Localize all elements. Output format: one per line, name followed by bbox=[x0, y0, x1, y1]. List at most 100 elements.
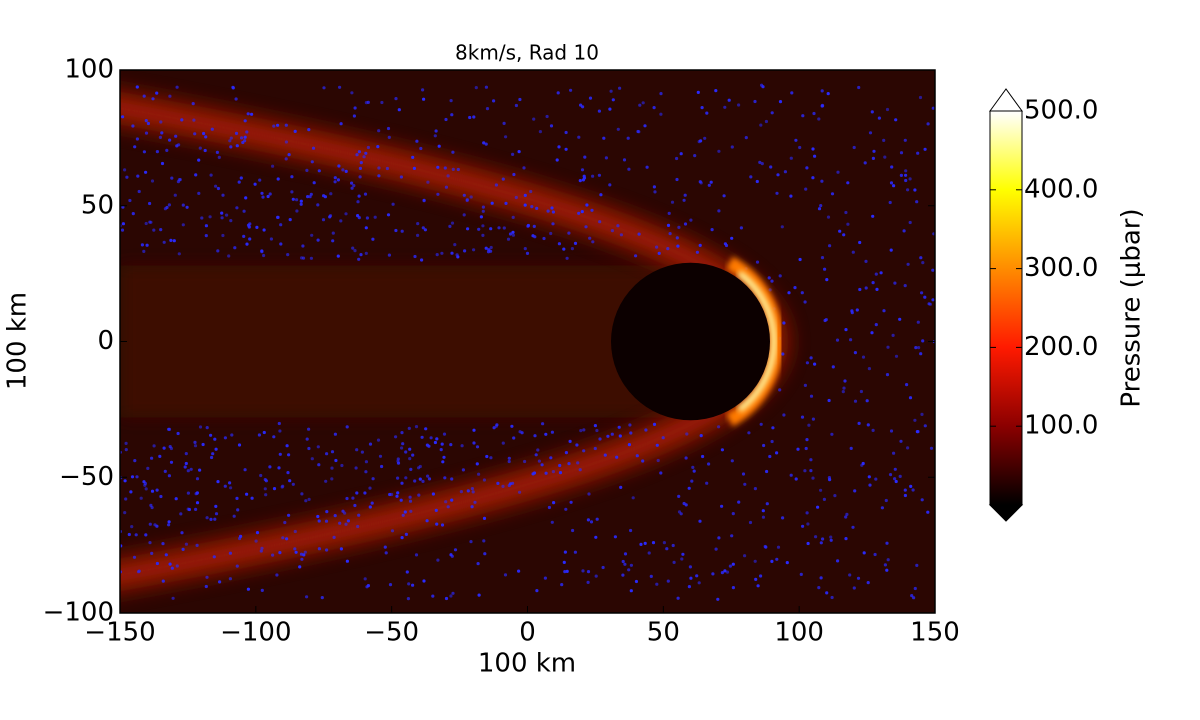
particle bbox=[268, 465, 272, 469]
particle bbox=[525, 251, 530, 255]
particle bbox=[331, 231, 335, 235]
particle bbox=[588, 96, 593, 100]
particle bbox=[844, 537, 848, 541]
particle bbox=[354, 466, 358, 470]
particle bbox=[225, 213, 229, 217]
particle bbox=[571, 528, 575, 533]
particle bbox=[316, 238, 320, 242]
particle bbox=[481, 224, 485, 228]
particle bbox=[450, 498, 454, 502]
particle bbox=[390, 492, 394, 497]
particle bbox=[846, 181, 850, 185]
particle bbox=[123, 510, 127, 515]
particle bbox=[229, 136, 233, 140]
particle bbox=[812, 111, 816, 116]
particle bbox=[817, 207, 822, 211]
particle bbox=[161, 542, 165, 546]
particle bbox=[231, 85, 235, 89]
particle bbox=[472, 248, 476, 252]
particle bbox=[606, 434, 610, 438]
particle bbox=[303, 550, 307, 554]
particle bbox=[545, 114, 549, 119]
particle bbox=[346, 519, 350, 523]
particle bbox=[877, 116, 882, 120]
particle bbox=[333, 180, 337, 184]
particle bbox=[144, 487, 148, 491]
particle bbox=[813, 362, 817, 366]
particle bbox=[855, 308, 859, 312]
particle bbox=[921, 339, 925, 343]
particle bbox=[350, 91, 354, 95]
particle bbox=[242, 209, 246, 213]
particle bbox=[286, 253, 290, 257]
particle bbox=[860, 463, 864, 467]
particle bbox=[324, 479, 328, 483]
particle bbox=[542, 236, 546, 241]
particle bbox=[169, 460, 174, 464]
particle bbox=[581, 178, 586, 182]
particle bbox=[148, 541, 152, 545]
particle bbox=[235, 206, 239, 210]
particle bbox=[502, 121, 506, 125]
particle bbox=[641, 459, 645, 463]
particle bbox=[594, 535, 598, 539]
particle bbox=[487, 248, 491, 252]
particle bbox=[667, 211, 671, 215]
particle bbox=[195, 491, 199, 495]
particle bbox=[355, 153, 359, 157]
particle bbox=[871, 156, 876, 160]
particle bbox=[872, 149, 876, 153]
particle bbox=[437, 144, 441, 148]
colorbar-tick-label: 400.0 bbox=[1024, 174, 1098, 204]
particle bbox=[245, 130, 249, 134]
particle bbox=[842, 233, 846, 237]
particle bbox=[362, 155, 366, 159]
particle bbox=[170, 176, 174, 180]
particle bbox=[358, 175, 362, 179]
particle bbox=[167, 523, 171, 527]
particle bbox=[586, 518, 591, 522]
particle bbox=[492, 426, 496, 430]
particle bbox=[400, 229, 404, 233]
particle bbox=[305, 437, 309, 441]
particle bbox=[475, 462, 479, 466]
particle bbox=[899, 173, 904, 177]
particle bbox=[442, 432, 447, 436]
colorbar-tick-label: 100.0 bbox=[1024, 411, 1098, 441]
particle bbox=[155, 91, 159, 95]
particle bbox=[619, 233, 624, 237]
particle bbox=[276, 123, 280, 127]
particle bbox=[285, 444, 289, 448]
particle bbox=[898, 317, 902, 321]
particle bbox=[551, 470, 556, 474]
particle bbox=[217, 155, 221, 159]
particle bbox=[277, 466, 281, 470]
particle bbox=[376, 438, 381, 442]
particle bbox=[570, 247, 575, 251]
particle bbox=[290, 190, 294, 194]
particle bbox=[809, 458, 813, 462]
particle bbox=[514, 195, 518, 200]
particle bbox=[268, 192, 272, 196]
particle bbox=[135, 85, 139, 89]
particle bbox=[357, 257, 361, 261]
particle bbox=[770, 111, 774, 115]
particle bbox=[753, 487, 758, 491]
particle bbox=[133, 145, 137, 149]
particle bbox=[692, 469, 696, 473]
particle bbox=[220, 211, 224, 215]
particle bbox=[668, 232, 672, 236]
particle bbox=[343, 511, 347, 515]
particle bbox=[723, 569, 727, 573]
particle bbox=[538, 130, 543, 134]
particle bbox=[483, 552, 487, 556]
particle bbox=[443, 166, 447, 170]
particle bbox=[433, 440, 437, 445]
particle bbox=[444, 596, 449, 601]
particle bbox=[380, 100, 384, 105]
particle bbox=[128, 198, 132, 203]
particle bbox=[355, 491, 359, 495]
particle bbox=[743, 482, 747, 486]
particle bbox=[184, 542, 188, 546]
